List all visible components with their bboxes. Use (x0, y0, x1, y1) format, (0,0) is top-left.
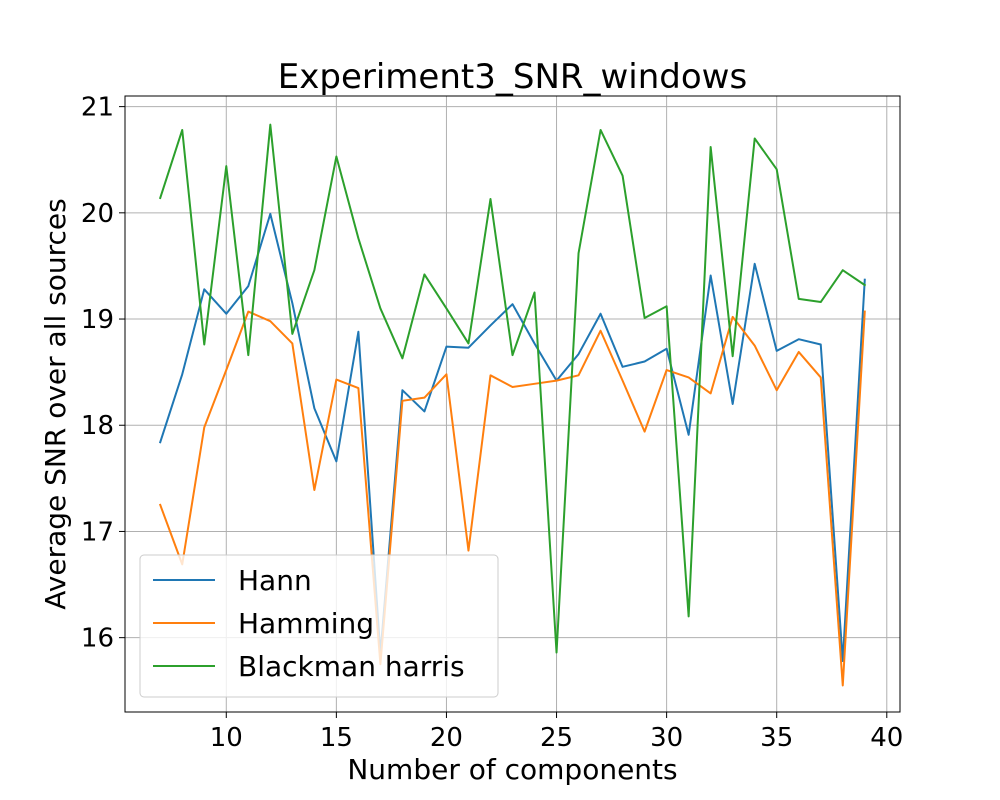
series-line-hann (158, 212, 866, 663)
series-line-hamming (158, 310, 866, 687)
x-tick-label: 40 (870, 723, 903, 753)
legend: Hann Hamming Blackman harris (139, 554, 499, 698)
x-tick-label: 30 (650, 723, 683, 753)
y-tick-label: 21 (81, 93, 114, 123)
chart-title: Experiment3_SNR_windows (278, 57, 747, 97)
legend-box (139, 554, 499, 698)
legend-label-hann: Hann (238, 564, 312, 597)
legend-label-blackman-harris: Blackman harris (238, 650, 465, 683)
y-axis-label: Average SNR over all sources (39, 198, 72, 609)
y-tick-label: 19 (81, 305, 114, 335)
y-tick-label: 16 (81, 624, 114, 654)
y-tick-label: 17 (81, 517, 114, 547)
plot-frame (124, 95, 901, 713)
series-line-blackman-harris (158, 123, 867, 654)
x-tick-label: 25 (540, 723, 573, 753)
y-tick-label: 20 (81, 199, 114, 229)
y-tick-label: 18 (81, 411, 114, 441)
x-tick-label: 10 (210, 723, 243, 753)
x-tick-label: 35 (760, 723, 793, 753)
x-axis-label: Number of components (347, 753, 677, 786)
legend-label-hamming: Hamming (238, 607, 374, 640)
axis-ticks: 10 15 20 25 30 35 40 16 17 18 19 20 21 (81, 93, 903, 753)
x-tick-label: 20 (430, 723, 463, 753)
grid (125, 96, 900, 712)
x-tick-label: 15 (320, 723, 353, 753)
series-layer (158, 123, 867, 687)
